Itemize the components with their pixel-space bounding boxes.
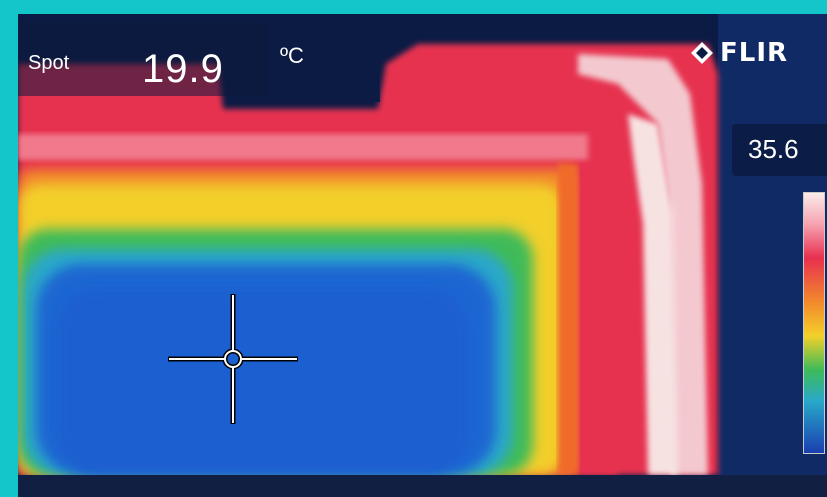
flir-brand: FLIR bbox=[690, 38, 788, 68]
status-bar bbox=[18, 475, 827, 497]
spot-label: Spot bbox=[28, 52, 70, 74]
brand-name: FLIR bbox=[720, 38, 789, 68]
spot-temperature-value: 19.9 bbox=[142, 47, 224, 91]
thermal-image bbox=[18, 14, 827, 475]
scale-max-readout: 35.6 bbox=[732, 124, 827, 176]
scale-max-value: 35.6 bbox=[748, 134, 799, 164]
spot-readout: Spot 19.9 ºC bbox=[18, 22, 304, 96]
temperature-color-scale bbox=[803, 192, 825, 454]
thermal-camera-screen: Spot 19.9 ºC FLIR 35.6 bbox=[18, 14, 827, 497]
spot-temperature-unit: ºC bbox=[280, 43, 304, 68]
crosshair-icon bbox=[168, 294, 298, 424]
flir-logo-icon bbox=[691, 42, 713, 64]
